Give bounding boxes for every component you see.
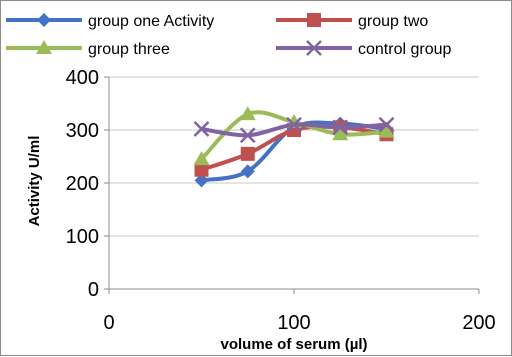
data-point-2 [378, 123, 395, 138]
series-layer [193, 106, 395, 188]
y-tick-label: 300 [66, 120, 99, 142]
data-point-3 [286, 116, 302, 133]
data-point-2 [332, 126, 349, 141]
x-tick-label: 100 [277, 312, 310, 334]
data-point-0 [240, 164, 255, 179]
data-point-3 [193, 121, 210, 137]
data-point-0 [194, 173, 209, 188]
y-tick-label: 0 [88, 279, 99, 301]
data-point-3 [378, 116, 395, 133]
y-tick-label: 100 [66, 226, 99, 248]
tick-labels: 0 100 200 300 400 0 100 200 [66, 67, 496, 334]
data-point-2 [239, 106, 256, 121]
legend-marker [36, 40, 52, 54]
legend-marker [37, 13, 51, 27]
x-axis-title: volume of serum (µl) [221, 336, 368, 353]
data-point-3 [332, 119, 349, 136]
legend-marker [307, 13, 321, 27]
data-point-1 [194, 162, 209, 177]
legend-item-3: control group [276, 40, 451, 58]
axes [104, 76, 480, 294]
series-1 [194, 120, 394, 177]
legend: group one Activity group two group three co… [6, 13, 451, 58]
data-point-3 [239, 127, 256, 144]
legend-label: group one Activity [88, 13, 214, 30]
data-point-2 [193, 151, 210, 166]
y-tick-label: 400 [66, 67, 99, 89]
legend-item-2: group three [6, 40, 170, 58]
legend-label: group two [358, 13, 428, 30]
series-3 [193, 116, 395, 144]
y-tick-label: 200 [66, 173, 99, 195]
legend-marker [306, 40, 322, 56]
x-tick-label: 200 [462, 312, 495, 334]
data-point-1 [240, 146, 255, 161]
gridlines [109, 76, 479, 237]
legend-label: group three [88, 41, 170, 58]
y-axis-title: Activity U/ml [26, 136, 43, 227]
legend-label: control group [358, 41, 451, 58]
legend-item-0: group one Activity [6, 13, 214, 30]
legend-item-1: group two [276, 13, 428, 30]
x-tick-label: 0 [103, 312, 114, 334]
